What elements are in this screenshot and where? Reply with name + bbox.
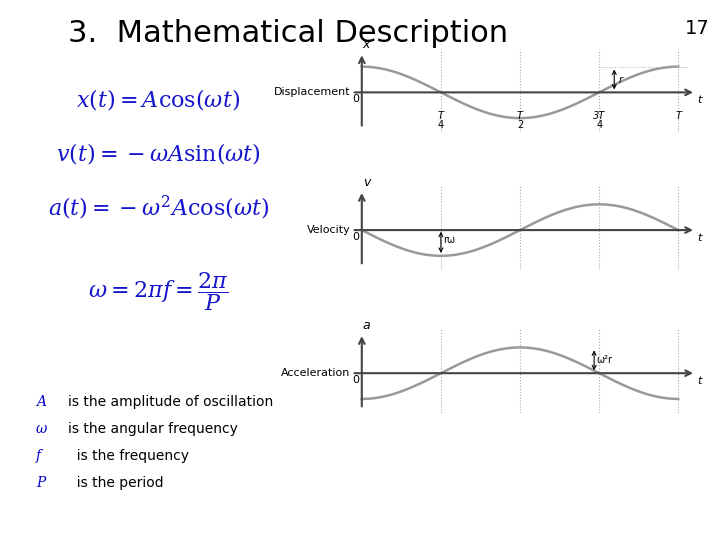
Text: 4: 4 (596, 120, 602, 130)
Text: is the frequency: is the frequency (68, 449, 189, 463)
Text: 3T: 3T (593, 111, 606, 121)
Text: T: T (675, 111, 681, 121)
Text: 3.  Mathematical Description: 3. Mathematical Description (68, 19, 508, 48)
Text: 2: 2 (517, 120, 523, 130)
Text: Acceleration: Acceleration (282, 368, 351, 378)
Text: $v(t) = -\omega A\sin(\omega t)$: $v(t) = -\omega A\sin(\omega t)$ (56, 141, 261, 166)
Text: 4: 4 (438, 120, 444, 130)
Text: f: f (36, 449, 41, 463)
Text: is the period: is the period (68, 476, 164, 490)
Text: t: t (698, 233, 702, 242)
Text: 0: 0 (352, 94, 359, 104)
Text: P: P (36, 476, 45, 490)
Text: t: t (698, 95, 702, 105)
Text: is the angular frequency: is the angular frequency (68, 422, 238, 436)
Text: t: t (698, 376, 702, 386)
Text: a: a (363, 319, 370, 332)
Text: T: T (438, 111, 444, 121)
Text: $\omega = 2\pi f = \dfrac{2\pi}{P}$: $\omega = 2\pi f = \dfrac{2\pi}{P}$ (88, 270, 229, 313)
Text: ω²r: ω²r (597, 355, 613, 365)
Text: $x(t) = A\cos(\omega t)$: $x(t) = A\cos(\omega t)$ (76, 87, 240, 112)
Text: Velocity: Velocity (307, 225, 351, 235)
Text: 17: 17 (685, 19, 709, 38)
Text: rω: rω (444, 235, 456, 245)
Text: T: T (517, 111, 523, 121)
Text: v: v (363, 176, 370, 189)
Text: ω: ω (36, 422, 48, 436)
Text: $a(t) = -\omega^2 A\cos(\omega t)$: $a(t) = -\omega^2 A\cos(\omega t)$ (48, 194, 269, 222)
Text: x: x (363, 38, 370, 51)
Text: r: r (618, 75, 622, 84)
Text: is the amplitude of oscillation: is the amplitude of oscillation (68, 395, 274, 409)
Text: Displacement: Displacement (274, 87, 351, 97)
Text: 0: 0 (352, 232, 359, 242)
Text: A: A (36, 395, 46, 409)
Text: 0: 0 (352, 375, 359, 385)
